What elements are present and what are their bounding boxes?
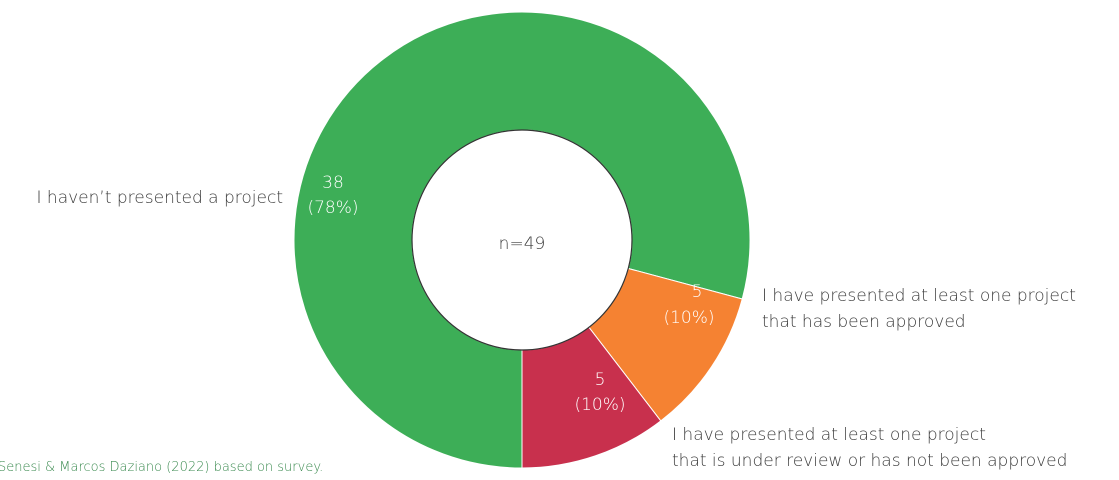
percent-label: (10%) xyxy=(663,308,714,328)
value-label: 5 xyxy=(595,370,606,390)
center-label: n=49 xyxy=(499,234,546,254)
category-label: that is under review or has not been app… xyxy=(672,451,1067,471)
donut-hole-border xyxy=(411,129,633,351)
category-label: I have presented at least one project xyxy=(762,286,1076,306)
category-label: that has been approved xyxy=(762,312,966,332)
category-label: I have presented at least one project xyxy=(672,425,986,445)
percent-label: (78%) xyxy=(307,198,358,218)
category-label: I haven’t presented a project xyxy=(37,188,283,208)
percent-label: (10%) xyxy=(574,395,625,415)
value-label: 38 xyxy=(322,173,344,193)
source: Senesi & Marcos Daziano (2022) based on … xyxy=(0,460,323,475)
value-label: 5 xyxy=(692,282,703,302)
